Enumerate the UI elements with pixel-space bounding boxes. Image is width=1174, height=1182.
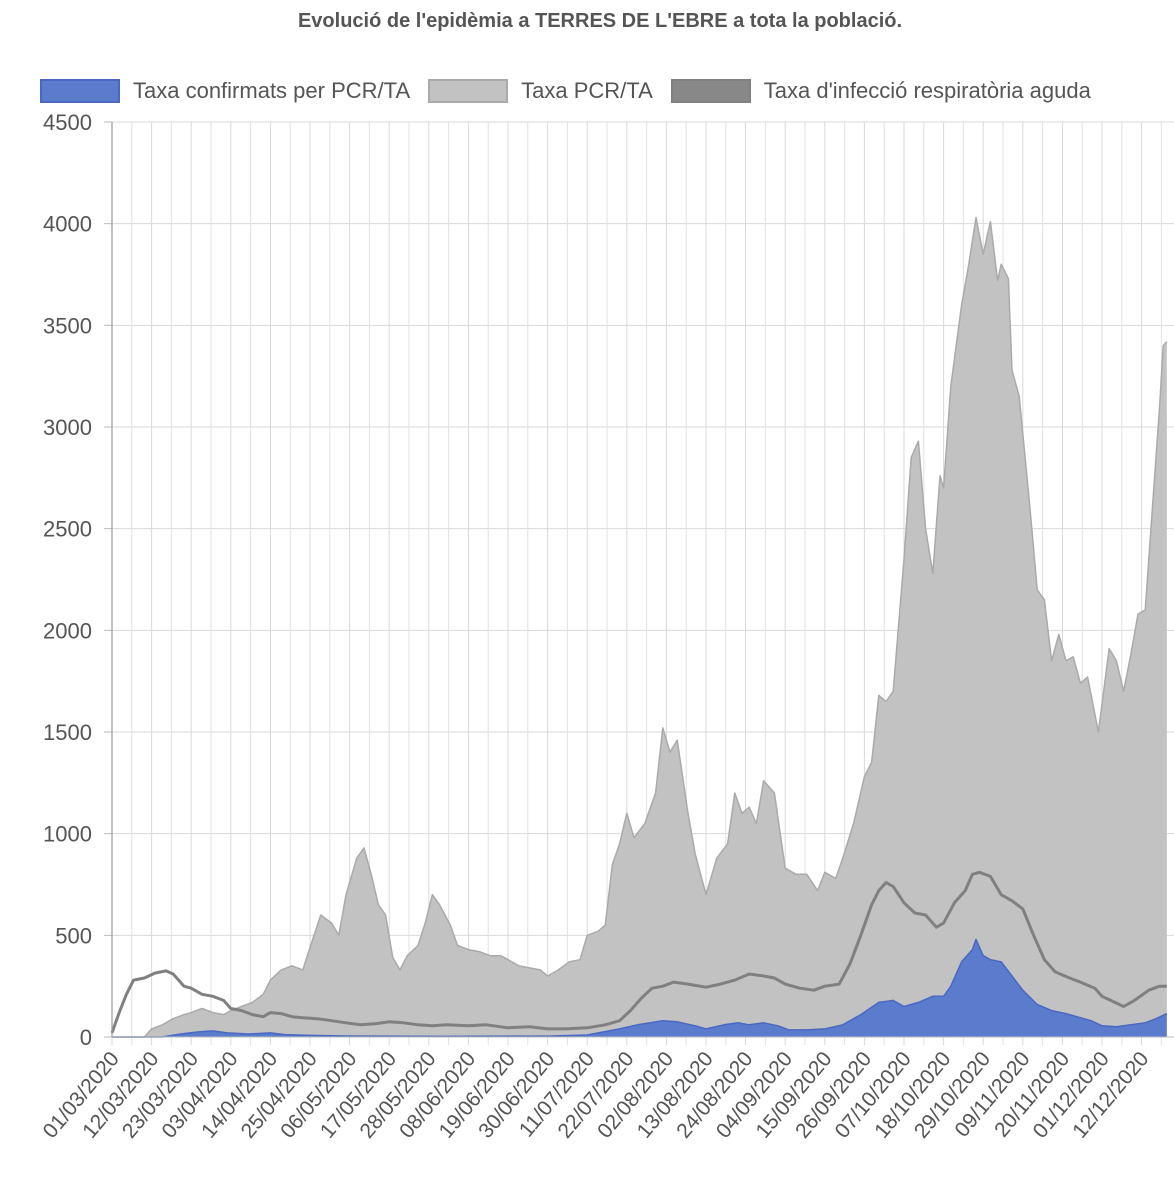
y-tick-label: 1000 [43,822,92,847]
y-tick-label: 1500 [43,720,92,745]
legend-swatch-pcr [428,79,509,103]
chart-series [110,216,1168,1038]
y-tick-label: 4000 [43,212,92,237]
y-tick-label: 2500 [43,517,92,542]
legend-swatch-confirmed [40,79,120,103]
legend-label-confirmed: Taxa confirmats per PCR/TA [133,78,411,103]
legend-item-respiratory[interactable]: Taxa d'infecció respiratòria aguda [670,78,1091,104]
y-tick-label: 500 [55,923,92,948]
y-tick-label: 4500 [43,110,92,135]
legend-swatch-respiratory [670,79,751,103]
series-area-outline [112,216,1168,1038]
legend-item-pcr[interactable]: Taxa PCR/TA [428,78,653,104]
y-tick-label: 3500 [43,313,92,338]
y-tick-label: 2000 [43,618,92,643]
legend-label-respiratory: Taxa d'infecció respiratòria aguda [763,78,1091,103]
series-area-fill [112,939,1167,1037]
series-area-fill [112,217,1167,1038]
chart-legend: Taxa confirmats per PCR/TA Taxa PCR/TA T… [40,76,1109,106]
series-2 [110,870,1167,1034]
series-line [110,870,1167,1034]
legend-label-pcr: Taxa PCR/TA [521,78,653,103]
series-0 [112,216,1168,1038]
y-tick-label: 3000 [43,415,92,440]
chart-title: Evolució de l'epidèmia a TERRES DE L'EBR… [297,10,903,32]
y-tick-label: 0 [80,1025,92,1050]
series-1 [112,938,1168,1038]
series-area-outline [112,938,1168,1038]
legend-item-confirmed[interactable]: Taxa confirmats per PCR/TA [40,78,410,104]
